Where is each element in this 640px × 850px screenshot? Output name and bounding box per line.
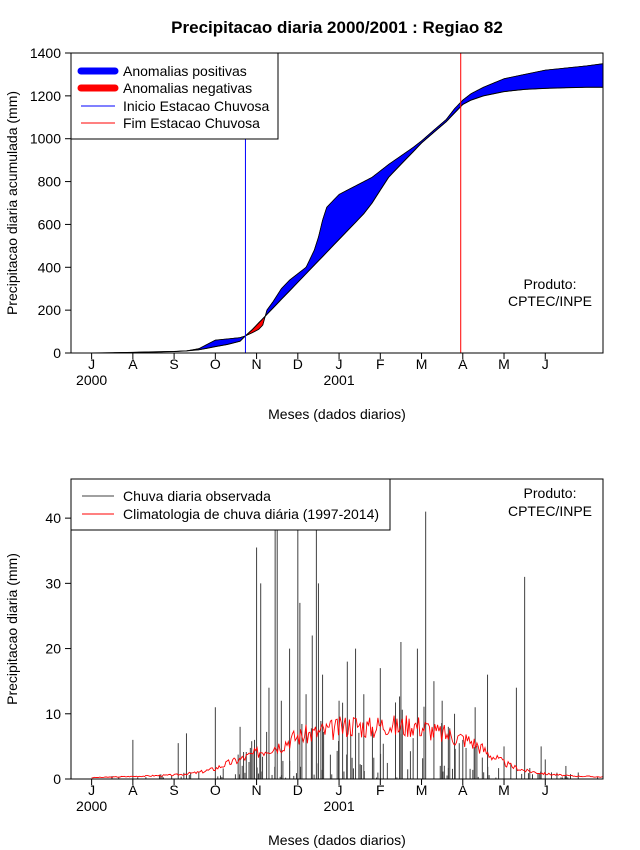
- legend-label: Fim Estacao Chuvosa: [123, 115, 260, 131]
- x-tick-label: J: [336, 782, 343, 798]
- legend-box: [70, 52, 279, 140]
- y-tick-label: 1000: [30, 131, 61, 147]
- y-axis-label: Precipitacao diaria acumulada (mm): [4, 91, 20, 315]
- x-tick-label: S: [169, 782, 178, 798]
- legend: Chuva diaria observada Climatologia de c…: [70, 478, 391, 531]
- year-label: 2000: [76, 798, 107, 814]
- legend-label: Anomalias negativas: [123, 80, 252, 96]
- annotation-line: Produto:: [524, 276, 577, 292]
- y-tick-label: 40: [45, 510, 61, 526]
- y-axis: 0 10 20 30 40: [45, 510, 72, 787]
- x-tick-label: M: [498, 356, 510, 372]
- x-tick-label: J: [336, 356, 343, 372]
- observed-cumulative-line: [91, 63, 604, 354]
- x-tick-label: A: [128, 782, 138, 798]
- chart-title: Precipitacao diaria 2000/2001 : Regiao 8…: [171, 18, 503, 37]
- x-tick-label: N: [252, 356, 262, 372]
- y-tick-label: 1200: [30, 88, 61, 104]
- x-tick-label: N: [252, 782, 262, 798]
- legend-label: Inicio Estacao Chuvosa: [123, 98, 270, 114]
- y-axis-label: Precipitacao diaria (mm): [4, 553, 20, 705]
- x-tick-label: J: [88, 782, 95, 798]
- x-tick-label: J: [542, 782, 549, 798]
- x-tick-label: A: [128, 356, 138, 372]
- x-tick-label: D: [293, 356, 303, 372]
- x-axis-label: Meses (dados diarios): [268, 406, 406, 422]
- y-tick-label: 0: [53, 345, 61, 361]
- year-label: 2001: [323, 372, 354, 388]
- cumulative-chart: Precipitacao diaria 2000/2001 : Regiao 8…: [4, 18, 604, 422]
- y-tick-label: 600: [38, 216, 62, 232]
- x-tick-label: M: [416, 782, 428, 798]
- y-tick-label: 200: [38, 302, 62, 318]
- x-tick-label: F: [376, 356, 385, 372]
- climatology-line: [91, 715, 604, 779]
- y-tick-label: 10: [45, 706, 61, 722]
- annotation-line: Produto:: [524, 485, 577, 501]
- x-tick-label: M: [416, 356, 428, 372]
- y-axis: 0 200 400 600 800 1000 1200 1400: [30, 45, 72, 361]
- y-tick-label: 800: [38, 174, 62, 190]
- annotation-line: CPTEC/INPE: [508, 293, 592, 309]
- climatology-cumulative-line: [91, 86, 603, 354]
- anomaly-area: [91, 63, 604, 354]
- x-tick-label: O: [210, 782, 221, 798]
- x-tick-label: J: [88, 356, 95, 372]
- climatology-daily-line: [91, 715, 604, 779]
- y-tick-label: 1400: [30, 45, 61, 61]
- y-tick-label: 400: [38, 259, 62, 275]
- x-tick-label: S: [169, 356, 178, 372]
- legend: Anomalias positivas Anomalias negativas …: [70, 52, 279, 140]
- year-label: 2001: [323, 798, 354, 814]
- x-tick-label: A: [458, 782, 468, 798]
- legend-label: Anomalias positivas: [123, 63, 247, 79]
- y-tick-label: 0: [53, 771, 61, 787]
- y-tick-label: 30: [45, 575, 61, 591]
- x-tick-label: O: [210, 356, 221, 372]
- legend-box: [70, 478, 391, 531]
- y-tick-label: 20: [45, 641, 61, 657]
- x-tick-label: M: [498, 782, 510, 798]
- x-tick-label: J: [542, 356, 549, 372]
- legend-label: Climatologia de chuva diária (1997-2014): [123, 506, 379, 522]
- x-tick-label: F: [376, 782, 385, 798]
- legend-label: Chuva diaria observada: [123, 488, 271, 504]
- x-axis-label: Meses (dados diarios): [268, 832, 406, 848]
- annotation-line: CPTEC/INPE: [508, 503, 592, 519]
- x-tick-label: A: [458, 356, 468, 372]
- year-label: 2000: [76, 372, 107, 388]
- x-tick-label: D: [293, 782, 303, 798]
- positive-anomaly-area: [91, 334, 247, 354]
